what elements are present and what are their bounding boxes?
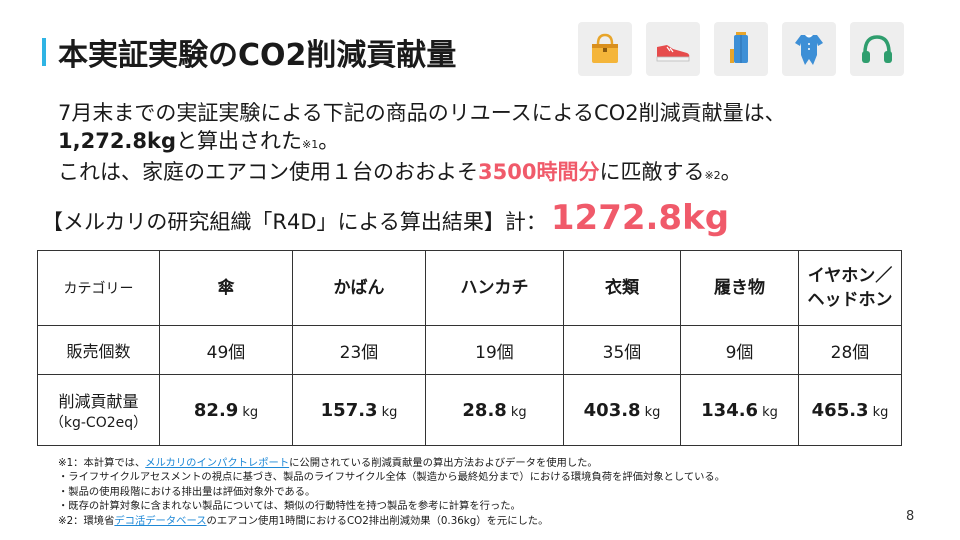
- reduction-value: 465.3: [811, 399, 869, 421]
- sales-count: 35個: [563, 325, 681, 375]
- intro-line-2: 1,272.8kgと算出された※1。: [58, 127, 339, 159]
- footnote-5-b: のエアコン使用1時間におけるCO2排出削減効果（0.36kg）を元にした。: [206, 514, 549, 527]
- result-heading: 【メルカリの研究組織「R4D」による算出結果】計： 1272.8kg: [42, 198, 729, 238]
- sales-label: 販売個数: [37, 325, 160, 375]
- footnote-2: ・ライフサイクルアセスメントの視点に基づき、製品のライフサイクル全体（製造から最…: [58, 471, 726, 484]
- sales-count: 19個: [425, 325, 564, 375]
- reduction-table: カテゴリー 傘 かばん ハンカチ 衣類 履き物 イヤホン／ヘッドホン 販売個数 …: [37, 250, 902, 446]
- footnote-4: ・既存の計算対象に含まれない製品については、類似の行動特性を持つ製品を参考に計算…: [58, 500, 521, 513]
- footnote-1: ※1：本計算では、メルカリのインパクトレポートに公開されている削減貢献量の算出方…: [58, 456, 725, 470]
- footnote-5: ※2：環境省デコ活データベースのエアコン使用1時間におけるCO2排出削減効果（0…: [58, 514, 725, 528]
- reduction-cell: 157.3 kg: [292, 374, 426, 446]
- co2-amount: 1,272.8kg: [58, 129, 177, 153]
- header-category: イヤホン／ヘッドホン: [798, 250, 902, 326]
- reduction-value: 134.6: [701, 399, 759, 421]
- header-category-label: カテゴリー: [37, 250, 160, 326]
- sales-count: 9個: [680, 325, 799, 375]
- header-category: 衣類: [563, 250, 681, 326]
- reduction-unit: kg: [644, 404, 661, 420]
- umbrella-icon: [714, 22, 768, 76]
- sales-count: 23個: [292, 325, 426, 375]
- reduction-value: 403.8: [583, 399, 641, 421]
- reduction-unit: kg: [242, 404, 259, 420]
- reduction-cell: 465.3 kg: [798, 374, 902, 446]
- result-total: 1272.8kg: [550, 198, 730, 238]
- reduction-value: 28.8: [462, 399, 507, 421]
- sales-count: 28個: [798, 325, 902, 375]
- intro-line-2-text: と算出された: [176, 129, 303, 153]
- sneaker-icon: [646, 22, 700, 76]
- footnote-3: ・製品の使用段階における排出量は評価対象外である。: [58, 485, 316, 498]
- handbag-icon: [578, 22, 632, 76]
- footnotes: ※1：本計算では、メルカリのインパクトレポートに公開されている削減貢献量の算出方…: [58, 456, 725, 528]
- aircon-hours: 3500時間分: [478, 160, 600, 184]
- header-category: 傘: [159, 250, 293, 326]
- title-accent-bar: [42, 38, 46, 66]
- table-row: 販売個数 49個 23個 19個 35個 9個 28個: [37, 325, 902, 375]
- reduction-unit-label: （kg-CO2eq）: [49, 415, 148, 431]
- reduction-unit: kg: [510, 404, 527, 420]
- header-category: かばん: [292, 250, 426, 326]
- header-category: ハンカチ: [425, 250, 564, 326]
- note-ref-1: ※1: [302, 138, 319, 151]
- table-row: 削減貢献量 （kg-CO2eq） 82.9 kg 157.3 kg 28.8 kg 4…: [37, 374, 902, 446]
- reduction-cell: 134.6 kg: [680, 374, 799, 446]
- footnote-1-a: ※1：本計算では、: [58, 457, 146, 469]
- reduction-cell: 403.8 kg: [563, 374, 681, 446]
- baby-romper-icon: [782, 22, 836, 76]
- reduction-label-cell: 削減貢献量 （kg-CO2eq）: [37, 374, 160, 446]
- table-header-row: カテゴリー 傘 かばん ハンカチ 衣類 履き物 イヤホン／ヘッドホン: [37, 250, 902, 326]
- reduction-label: 削減貢献量: [58, 392, 139, 411]
- reduction-cell: 28.8 kg: [425, 374, 564, 446]
- decokatsu-database-link[interactable]: デコ活データベース: [114, 514, 207, 527]
- impact-report-link[interactable]: メルカリのインパクトレポート: [145, 457, 290, 469]
- page-title: 本実証実験のCO2削減貢献量: [58, 38, 457, 73]
- intro-line-3-a: これは、家庭のエアコン使用１台のおおよそ: [58, 160, 478, 184]
- result-label: 【メルカリの研究組織「R4D」による算出結果】計：: [42, 210, 547, 234]
- header-category: 履き物: [680, 250, 799, 326]
- reduction-value: 82.9: [193, 399, 239, 421]
- reduction-unit: kg: [762, 404, 778, 420]
- intro-line-3: これは、家庭のエアコン使用１台のおおよそ3500時間分に匹敵する※2。: [58, 158, 742, 190]
- footnote-5-a: ※2：環境省: [58, 514, 115, 527]
- reduction-unit: kg: [381, 404, 398, 420]
- note-ref-2: ※2: [704, 169, 721, 182]
- reduction-unit: kg: [872, 404, 889, 420]
- sales-count: 49個: [159, 325, 293, 375]
- intro-line-3-b: に匹敵する: [599, 160, 705, 184]
- product-icons: [578, 22, 904, 76]
- reduction-value: 157.3: [320, 399, 378, 421]
- intro-line-3-end: 。: [720, 160, 742, 184]
- reduction-cell: 82.9 kg: [159, 374, 293, 446]
- headphones-icon: [850, 22, 904, 76]
- intro-line-2-end: 。: [318, 129, 340, 153]
- page-number: 8: [906, 509, 915, 524]
- footnote-1-b: に公開されている削減貢献量の算出方法およびデータを使用した。: [289, 457, 598, 469]
- intro-line-1: 7月末までの実証実験による下記の商品のリユースによるCO2削減貢献量は、: [58, 101, 786, 125]
